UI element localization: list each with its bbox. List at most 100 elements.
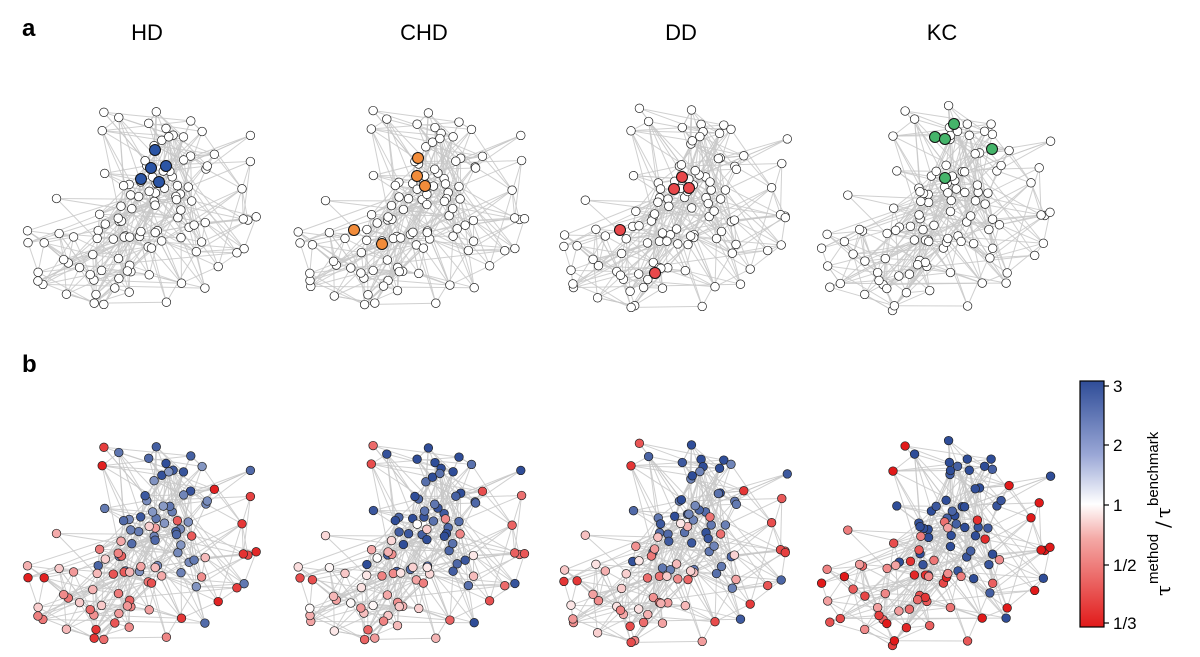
network-edge [732,579,782,589]
network-node [377,571,387,581]
network-node [328,256,339,266]
network-edge [975,475,1051,490]
network-node [305,603,315,613]
network-node [1030,250,1040,261]
network-edge [104,165,147,174]
network-edge [386,454,404,607]
network-edge [948,105,1002,166]
network-node [662,236,672,246]
network-edge [161,523,243,577]
network-edge [892,135,965,173]
network-nodes [293,105,530,310]
network-edge [930,175,983,284]
network-node [918,225,928,235]
network-node [144,521,154,531]
network-edge [373,445,460,458]
network-node [705,177,715,187]
network-edge [584,534,662,604]
network-edge [400,572,430,575]
network-node [559,576,569,587]
network-node [892,501,902,511]
network-edge [827,576,845,602]
network-node [1004,480,1014,491]
network-node [470,163,481,173]
network-node [370,298,380,308]
network-edge [471,129,513,191]
network-edge [693,572,733,589]
network-node [711,233,722,244]
network-node [394,601,404,612]
network-node [468,550,479,561]
network-edge [140,520,178,567]
network-node [996,160,1006,171]
network-node [745,599,755,609]
network-node [822,564,832,574]
network-node [394,192,404,202]
seed-node [419,180,431,192]
network-node [245,491,256,502]
network-node [854,559,865,570]
network-edge [372,445,442,469]
network-edge [685,270,741,285]
network-edge [681,127,782,246]
network-node [510,243,520,254]
network-nodes [22,442,261,645]
network-node [448,566,458,576]
network-node [448,231,458,241]
network-edge [429,573,490,602]
network-node [580,195,590,205]
network-node [776,575,786,585]
colorbar: 3 2 1 1/2 1/3 τ method / τ benchmark [1079,377,1175,633]
network-node [421,477,431,487]
network-edge [681,462,782,581]
network-node [150,535,160,545]
network-edge [42,283,205,289]
network-node [1045,471,1056,481]
network-node [448,538,458,549]
network-edge [204,222,238,254]
network-node [213,261,223,272]
network-edge [962,506,1042,551]
network-edge [201,131,243,190]
network-node [92,568,102,579]
network-edge [996,475,1051,507]
network-node [110,618,120,628]
network-edge [892,458,992,472]
network-node [892,166,902,176]
network-node [114,273,124,284]
network-edges [297,445,525,641]
network-node [51,193,62,204]
network-edge [474,501,513,526]
network-node [39,238,49,248]
network-node [33,611,43,621]
network-edge [1038,502,1042,551]
network-node [209,484,220,494]
network-edge [381,534,423,577]
network-node [363,290,373,300]
network-edge [928,521,946,577]
network-edge [885,258,920,261]
network-edge [139,236,150,275]
network-node [566,600,576,610]
network-node [943,233,953,244]
network-edge [514,218,525,249]
network-node [888,466,898,476]
column-title-hd: HD [131,20,163,45]
network-node [1045,207,1055,217]
network-node [127,539,137,549]
network-edge [118,452,132,607]
network-edge [950,546,975,579]
network-edge [949,127,1044,244]
network-node [593,261,604,271]
network-edge [827,265,895,307]
network-edge [350,602,369,631]
network-edge [702,131,719,159]
network-node [435,133,445,144]
network-node [439,531,450,541]
network-node [901,623,912,633]
network-node [889,301,900,311]
network-node [394,527,404,537]
network-edge [415,579,437,639]
network-node [445,615,455,625]
network-node [984,224,994,235]
